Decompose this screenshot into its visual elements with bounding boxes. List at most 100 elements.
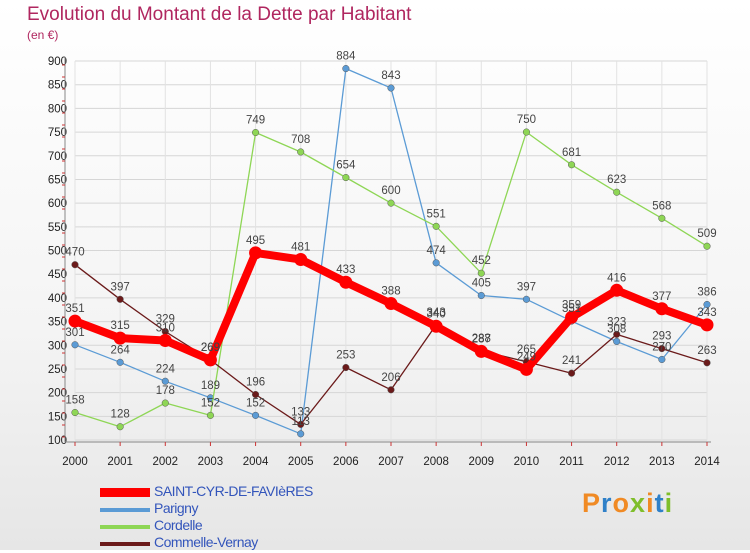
data-point [432,259,440,267]
x-tick-label: 2007 [378,456,404,468]
data-label: 158 [65,395,84,407]
data-point [703,359,711,367]
data-label: 288 [472,333,491,345]
data-point [568,369,576,377]
data-label: 269 [201,342,220,354]
data-label: 495 [246,235,265,247]
data-label: 884 [336,51,356,63]
data-point [158,334,172,348]
data-label: 263 [697,345,716,357]
data-label: 189 [201,380,220,392]
legend-item: SAINT-CYR-DE-FAVIèRES [100,483,420,502]
data-point [565,310,579,324]
data-point [477,269,485,277]
data-point [297,148,305,156]
data-label: 224 [156,363,176,375]
legend-item: Cordelle [100,517,420,536]
data-label: 133 [291,406,310,418]
legend: SAINT-CYR-DE-FAVIèRES Parigny Cordelle C… [100,483,420,553]
data-point [161,377,169,385]
data-label: 241 [562,355,581,367]
proxiti-logo: Proxiti [582,488,674,518]
x-tick-label: 2010 [514,456,540,468]
x-tick-label: 2012 [604,456,630,468]
data-label: 377 [652,291,671,303]
data-label: 152 [246,397,265,409]
data-point [294,253,308,267]
x-tick-label: 2013 [649,456,675,468]
x-tick-label: 2009 [468,456,494,468]
y-tick-label: 800 [48,103,67,115]
data-label: 178 [156,385,175,397]
data-label: 253 [336,350,355,362]
data-label: 654 [336,160,356,172]
x-tick-label: 2014 [694,456,720,468]
data-label: 128 [111,409,130,421]
data-label: 481 [291,242,310,254]
data-label: 152 [201,397,220,409]
legend-label: Cordelle [154,517,203,533]
data-point [384,297,398,311]
data-point [342,173,350,182]
legend-swatch [100,488,150,497]
data-label: 433 [336,264,355,276]
y-tick-label: 850 [48,80,67,92]
data-point [613,330,621,338]
data-point [68,314,82,328]
data-point [658,345,666,353]
series-layer [68,65,714,438]
y-tick-label: 700 [48,151,67,163]
legend-swatch [100,525,150,529]
data-point [387,199,395,207]
data-label: 270 [652,341,671,353]
data-label: 474 [427,245,447,257]
data-point [613,188,621,196]
data-label: 623 [607,174,626,186]
chart-title: Evolution du Montant de la Dette par Hab… [27,4,412,25]
data-point [71,341,79,349]
data-label: 269 [201,342,220,354]
data-label: 843 [381,70,400,82]
data-point [252,390,260,399]
data-point [71,408,79,417]
y-tick-label: 400 [48,293,67,305]
data-point [655,302,669,316]
data-label: 196 [246,377,265,389]
data-point [522,295,530,303]
data-point [432,222,440,230]
x-tick-label: 2002 [152,456,178,468]
data-point [116,295,124,303]
y-tick-label: 600 [48,198,67,210]
data-point [203,353,217,367]
data-label: 708 [291,134,310,146]
data-label: 343 [697,307,716,319]
data-label: 750 [517,114,536,126]
data-label: 351 [562,303,581,315]
y-tick-label: 750 [48,127,67,139]
data-point [387,386,395,394]
data-point [522,128,530,136]
data-label: 315 [111,320,130,332]
x-tick-label: 2008 [423,456,449,468]
data-label: 359 [562,299,581,311]
data-label: 416 [607,272,626,284]
data-label: 388 [381,286,400,298]
data-label: 206 [381,372,400,384]
data-point [658,355,666,364]
data-label: 310 [156,323,175,335]
data-label: 113 [292,416,310,428]
data-label: 249 [517,351,536,363]
data-point [339,275,353,289]
y-tick-label: 250 [48,364,67,376]
data-labels: 351 315 310 269 495 481 433 388 340 287 249 359 416 3… [65,51,716,428]
y-tick-label: 300 [48,340,67,352]
data-point [342,65,350,73]
y-tick-label: 550 [48,222,67,234]
data-label: 405 [472,278,491,290]
y-tick-label: 350 [48,317,67,329]
data-label: 452 [472,255,491,267]
y-tick-label: 200 [48,388,67,400]
data-point [387,84,395,92]
y-tick-label: 100 [48,435,67,447]
